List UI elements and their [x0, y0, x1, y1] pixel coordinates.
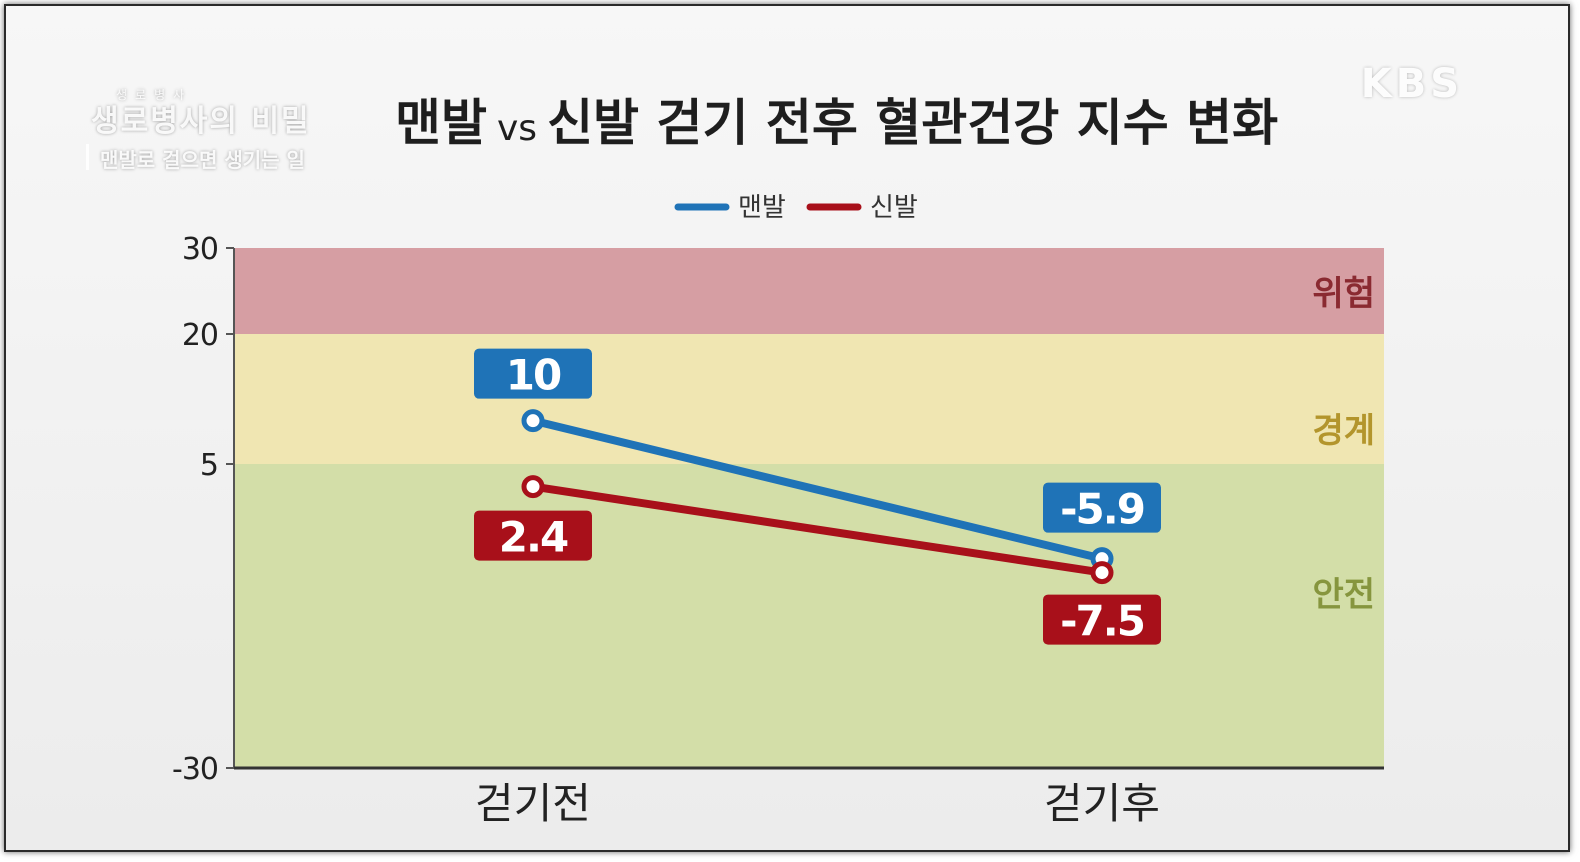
program-logo: 생로병사 생로병사의 비밀 맨발로 걸으면 생기는 일 [86, 86, 356, 176]
chart-title-vs: vs [497, 108, 537, 149]
program-logo-bar [86, 144, 89, 170]
network-logo: KBS [1360, 61, 1463, 107]
x-category-label-1: 걷기후 [1044, 779, 1160, 828]
data-labels: 10 -5.9 2.4 -7.5 [474, 348, 1161, 646]
zone-label-0: 위험 [1312, 274, 1375, 314]
legend-label-1: 신발 [870, 193, 918, 223]
chart-title: 맨발 vs 신발 걷기 전후 혈관건강 지수 변화 [395, 94, 1278, 152]
y-tick-label-0: 30 [182, 232, 218, 267]
legend: 맨발 신발 [674, 193, 918, 223]
zone-label-2: 안전 [1312, 575, 1375, 615]
data-label-1-0: 2.4 [499, 513, 568, 562]
data-label-box-0-1 [1043, 482, 1161, 533]
zone-band-1 [234, 334, 1384, 464]
data-label-0-0: 10 [506, 351, 561, 400]
program-logo-small: 생로병사 [116, 88, 193, 102]
data-point-1-0 [521, 475, 545, 499]
zone-band-0 [234, 248, 1384, 334]
data-label-box-1-1 [1043, 594, 1161, 645]
data-label-1-1: -7.5 [1060, 597, 1144, 646]
axes: 30 20 5 -30 걷기전 걷기후 [172, 232, 1384, 828]
data-point-1-1 [1090, 561, 1114, 585]
series-lines [521, 409, 1114, 585]
zone-label-1: 경계 [1312, 411, 1375, 451]
y-tick-label-3: -30 [172, 752, 218, 787]
data-label-0-1: -5.9 [1060, 485, 1144, 534]
data-label-box-0-0 [474, 348, 592, 399]
series-line-1 [529, 482, 1106, 577]
zone-band-2 [234, 464, 1384, 768]
series-line-0 [529, 416, 1106, 563]
program-logo-title: 생로병사의 비밀 [91, 104, 311, 139]
x-category-label-0: 걷기전 [475, 779, 591, 828]
data-label-box-1-0 [474, 510, 592, 561]
chart-title-rest: 신발 걷기 전후 혈관건강 지수 변화 [547, 94, 1278, 152]
program-logo-subtitle: 맨발로 걸으면 생기는 일 [100, 148, 305, 172]
data-point-0-0 [521, 409, 545, 433]
y-tick-label-1: 20 [182, 318, 218, 353]
legend-label-0: 맨발 [738, 193, 786, 223]
chart-title-main: 맨발 [395, 94, 487, 152]
y-tick-label-2: 5 [200, 448, 218, 483]
